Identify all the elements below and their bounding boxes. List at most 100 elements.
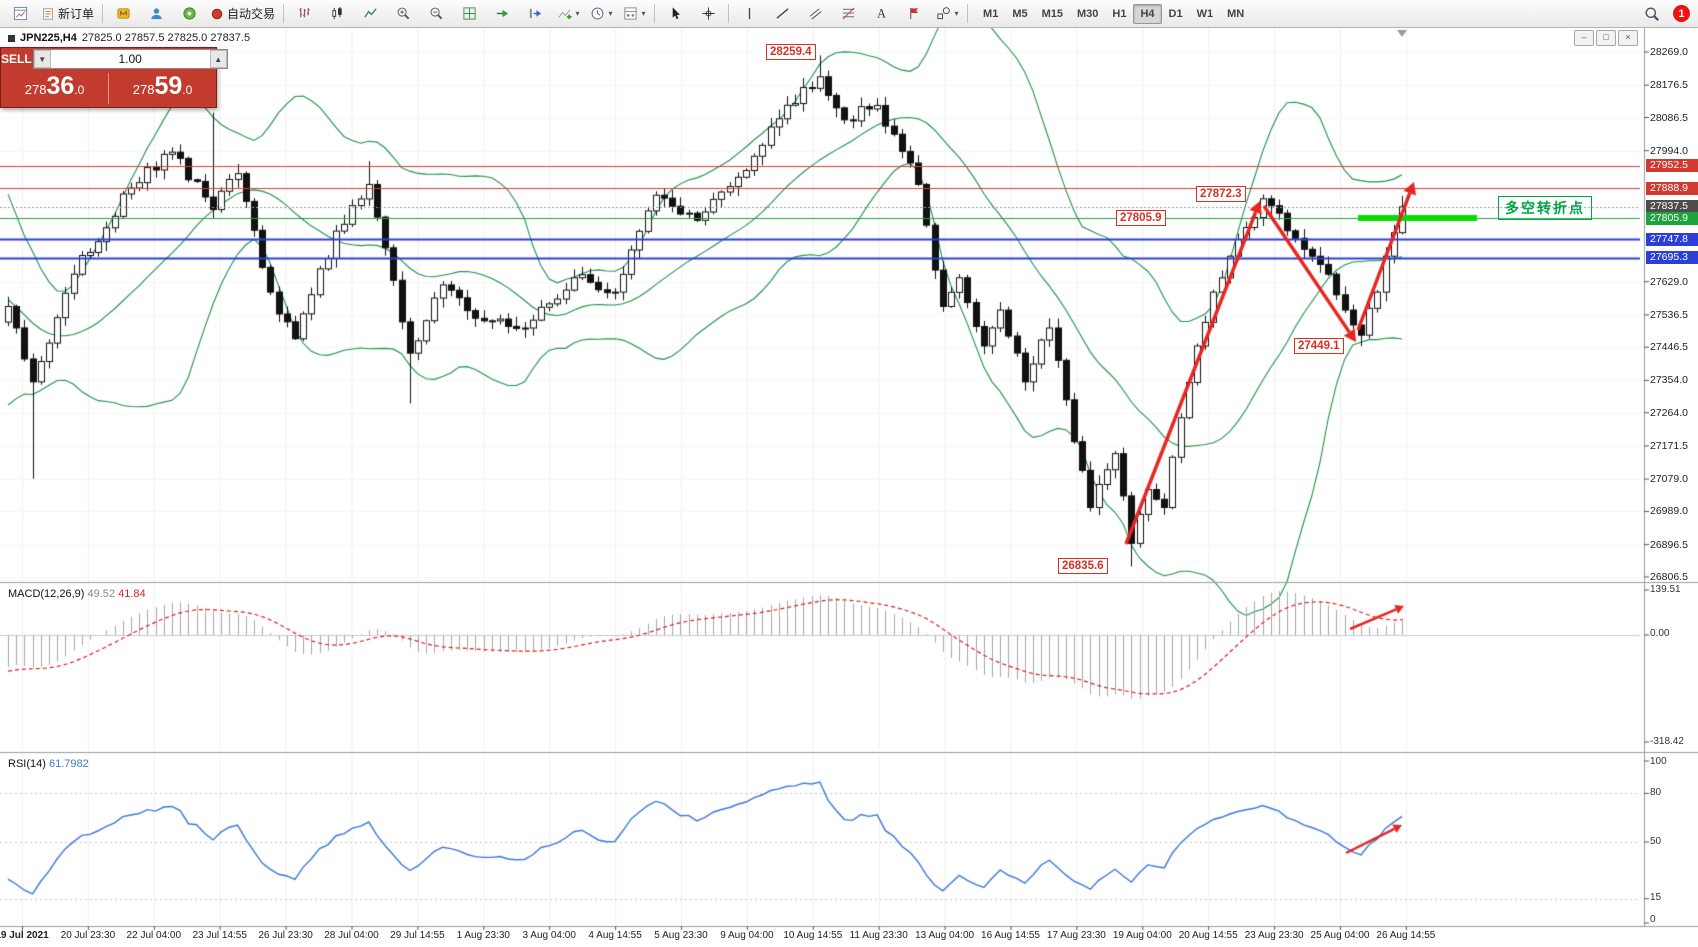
timeframe-m5[interactable]: M5 — [1012, 7, 1028, 20]
chart-symbol-header: JPN225,H4 27825.0 27857.5 27825.0 27837.… — [8, 32, 250, 44]
sell-price[interactable]: 278 36.0 — [1, 70, 108, 107]
price-axis-level-label: 27747.8 — [1646, 232, 1698, 246]
profile-icon[interactable] — [140, 1, 172, 26]
timeframe-mn[interactable]: MN — [1227, 7, 1245, 20]
rsi-header: RSI(14) 61.7982 — [8, 758, 89, 770]
price-annotation-label: 27872.3 — [1196, 186, 1246, 202]
notification-badge[interactable]: 1 — [1673, 5, 1690, 22]
cursor-icon[interactable] — [659, 1, 691, 26]
new-order-label: 新订单 — [58, 7, 95, 21]
sell-button[interactable]: SELL — [1, 52, 32, 66]
chart-shift-icon[interactable] — [519, 1, 551, 26]
zoom-in-icon[interactable] — [387, 1, 419, 26]
shapes-tool-icon[interactable]: ▾ — [931, 1, 963, 26]
dropdown-caret-icon: ▾ — [641, 9, 646, 18]
time-axis-label: 22 Jul 04:00 — [126, 930, 182, 941]
label-tool-icon[interactable] — [898, 1, 930, 26]
time-axis-label: 19 Aug 04:00 — [1112, 930, 1172, 941]
dropdown-caret-icon: ▾ — [608, 9, 613, 18]
volume-decrease-button[interactable]: ▼ — [33, 50, 51, 68]
macd-header: MACD(12,26,9) 49.52 41.84 — [8, 588, 146, 600]
auto-trading-button[interactable]: 自动交易 — [206, 1, 279, 26]
macd-name: MACD(12,26,9) — [8, 588, 85, 600]
timeframe-m1[interactable]: M1 — [983, 7, 999, 20]
mql-market-icon[interactable] — [107, 1, 139, 26]
price-axis-level-label: 27888.9 — [1646, 181, 1698, 195]
volume-stepper: ▼ ▲ — [32, 49, 228, 69]
indicators-icon[interactable]: ▾ — [552, 1, 584, 26]
restore-button[interactable]: □ — [1596, 30, 1616, 46]
rsi-axis-label: 0 — [1650, 914, 1656, 925]
rsi-axis-label: 50 — [1650, 836, 1662, 847]
candlestick-chart-icon[interactable] — [321, 1, 353, 26]
time-axis-label: 29 Jul 14:55 — [390, 930, 445, 941]
templates-icon[interactable]: ▾ — [618, 1, 650, 26]
symbol-timeframe-label: JPN225,H4 — [20, 32, 77, 44]
close-button[interactable]: × — [1618, 30, 1638, 46]
buy-price-prefix: 278 — [132, 82, 155, 97]
time-axis-label: 23 Aug 23:30 — [1244, 930, 1304, 941]
rsi-axis-label: 80 — [1650, 787, 1662, 798]
line-chart-icon[interactable] — [354, 1, 386, 26]
crosshair-icon[interactable] — [692, 1, 724, 26]
buy-price-suffix: .0 — [182, 83, 193, 97]
auto-scroll-icon[interactable] — [486, 1, 518, 26]
new-order-button[interactable]: 新订单 — [37, 1, 98, 26]
dropdown-caret-icon: ▾ — [575, 9, 580, 18]
price-axis-tick: 26896.5 — [1650, 538, 1688, 551]
timeframe-m15[interactable]: M15 — [1041, 7, 1063, 20]
timeframe-d1[interactable]: D1 — [1168, 7, 1183, 20]
macd-axis-label: 0.00 — [1650, 628, 1670, 639]
rsi-value: 61.7982 — [48, 758, 89, 770]
toolbar-separator — [728, 4, 730, 23]
buy-button[interactable]: BUY — [228, 52, 255, 66]
time-axis-label: 5 Aug 23:30 — [654, 930, 708, 941]
time-axis-label: 13 Aug 04:00 — [915, 930, 975, 941]
tile-windows-icon[interactable] — [453, 1, 485, 26]
time-axis-label: 20 Aug 14:55 — [1178, 930, 1238, 941]
macd-signal-value: 41.84 — [118, 588, 146, 600]
price-axis-tick: 26989.0 — [1650, 505, 1688, 518]
time-axis-label: 19 Jul 2021 — [0, 930, 49, 941]
fibonacci-tool-icon[interactable] — [832, 1, 864, 26]
minimize-button[interactable]: – — [1574, 30, 1594, 46]
vertical-line-tool-icon[interactable] — [733, 1, 765, 26]
chart-window-icon[interactable] — [4, 1, 36, 26]
chart-bullet-icon — [8, 34, 15, 42]
zoom-out-icon[interactable] — [420, 1, 452, 26]
text-tool-icon[interactable]: A — [865, 1, 897, 26]
time-axis-label: 1 Aug 23:30 — [456, 930, 510, 941]
price-axis-level-label: 27695.3 — [1646, 251, 1698, 265]
dropdown-caret-icon: ▾ — [954, 9, 959, 18]
time-axis-label: 10 Aug 14:55 — [783, 930, 843, 941]
buy-price[interactable]: 278 59.0 — [109, 70, 216, 107]
time-axis-label: 9 Aug 04:00 — [720, 930, 774, 941]
sell-price-prefix: 278 — [24, 82, 47, 97]
channel-tool-icon[interactable] — [799, 1, 831, 26]
toolbar: 新订单 自动交易 ▾ ▾ ▾ A ▾ M1 M5 M15 M30 H1 H4 D1 W1 MN … — [0, 0, 1698, 28]
price-axis-tick: 28269.0 — [1650, 46, 1688, 58]
time-axis-label: 25 Aug 04:00 — [1310, 930, 1370, 941]
sell-price-suffix: .0 — [74, 83, 85, 97]
price-axis-level-label: 27805.9 — [1646, 211, 1698, 225]
search-icon[interactable] — [1636, 1, 1668, 26]
timeframe-m30[interactable]: M30 — [1077, 7, 1099, 20]
price-axis-tick: 26806.5 — [1650, 570, 1688, 583]
timeframe-w1[interactable]: W1 — [1196, 7, 1214, 20]
timeframe-h4[interactable]: H4 — [1133, 3, 1162, 24]
buy-price-big: 59 — [154, 72, 183, 100]
timeframe-toolbar: M1 M5 M15 M30 H1 H4 D1 W1 MN — [976, 3, 1251, 24]
time-axis-label: 11 Aug 23:30 — [849, 930, 908, 941]
time-axis-label: 28 Jul 04:00 — [324, 930, 379, 941]
macd-main-value: 49.52 — [87, 588, 116, 600]
volume-input[interactable] — [50, 50, 210, 68]
macd-axis-label: -318.42 — [1650, 736, 1684, 747]
timeframe-h1[interactable]: H1 — [1112, 7, 1127, 20]
periods-icon[interactable]: ▾ — [585, 1, 617, 26]
price-annotation-label: 27805.9 — [1116, 210, 1166, 226]
trendline-tool-icon[interactable] — [766, 1, 798, 26]
volume-increase-button[interactable]: ▲ — [209, 50, 227, 68]
bar-chart-icon[interactable] — [288, 1, 320, 26]
community-icon[interactable] — [173, 1, 205, 26]
